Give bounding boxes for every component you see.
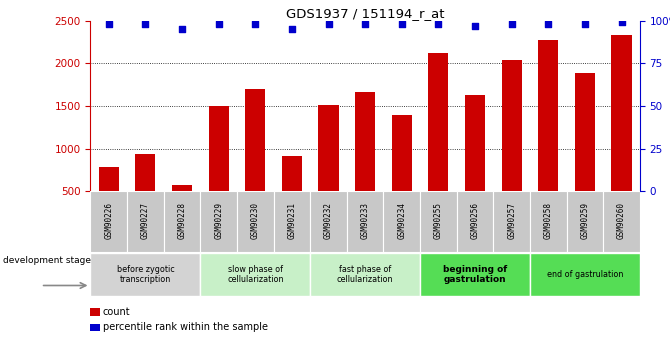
Point	[250, 21, 261, 27]
Point	[323, 21, 334, 27]
Text: GSM90229: GSM90229	[214, 202, 223, 239]
Text: GSM90259: GSM90259	[580, 202, 590, 239]
Text: GSM90226: GSM90226	[105, 202, 113, 239]
Bar	[90, 308, 100, 316]
Bar	[420, 253, 530, 296]
Bar	[538, 40, 558, 234]
Bar	[310, 253, 420, 296]
Point	[360, 21, 371, 27]
Bar	[90, 191, 127, 252]
Bar	[383, 191, 420, 252]
Bar	[420, 191, 457, 252]
Text: count: count	[103, 307, 130, 316]
Point	[433, 21, 444, 27]
Point	[177, 27, 188, 32]
Bar	[457, 191, 493, 252]
Bar	[318, 105, 338, 234]
Text: fast phase of
cellularization: fast phase of cellularization	[337, 265, 393, 284]
Bar	[530, 191, 567, 252]
Point	[543, 21, 553, 27]
Point	[616, 20, 627, 25]
Text: GSM90232: GSM90232	[324, 202, 333, 239]
Bar	[163, 191, 200, 252]
Bar	[465, 95, 485, 234]
Text: GSM90233: GSM90233	[360, 202, 370, 239]
Text: GSM90227: GSM90227	[141, 202, 150, 239]
Point	[103, 21, 114, 27]
Bar	[282, 156, 302, 234]
Point	[507, 21, 517, 27]
Title: GDS1937 / 151194_r_at: GDS1937 / 151194_r_at	[286, 7, 444, 20]
Point	[287, 27, 297, 32]
Point	[397, 21, 407, 27]
Bar	[428, 53, 448, 234]
Bar	[127, 191, 163, 252]
Text: GSM90234: GSM90234	[397, 202, 406, 239]
Text: development stage: development stage	[3, 256, 91, 265]
Text: end of gastrulation: end of gastrulation	[547, 270, 623, 279]
Bar	[98, 167, 119, 234]
Bar	[612, 35, 632, 234]
Bar	[273, 191, 310, 252]
Bar	[567, 191, 603, 252]
Bar	[208, 106, 228, 234]
Bar	[245, 89, 265, 234]
Bar	[603, 191, 640, 252]
Text: GSM90255: GSM90255	[434, 202, 443, 239]
Text: before zygotic
transcription: before zygotic transcription	[117, 265, 174, 284]
Bar	[502, 60, 522, 234]
Text: GSM90257: GSM90257	[507, 202, 516, 239]
Text: beginning of
gastrulation: beginning of gastrulation	[443, 265, 507, 284]
Bar	[200, 191, 237, 252]
Bar	[493, 191, 530, 252]
Text: GSM90258: GSM90258	[544, 202, 553, 239]
Text: GSM90260: GSM90260	[617, 202, 626, 239]
Text: percentile rank within the sample: percentile rank within the sample	[103, 322, 267, 332]
Bar	[90, 324, 100, 331]
Bar	[310, 191, 347, 252]
Point	[470, 23, 480, 29]
Bar	[355, 92, 375, 234]
Text: GSM90230: GSM90230	[251, 202, 260, 239]
Text: GSM90231: GSM90231	[287, 202, 296, 239]
Bar	[90, 253, 200, 296]
Point	[213, 21, 224, 27]
Bar	[200, 253, 310, 296]
Text: GSM90228: GSM90228	[178, 202, 186, 239]
Bar	[392, 115, 412, 234]
Bar	[347, 191, 383, 252]
Bar	[135, 154, 155, 234]
Point	[580, 21, 590, 27]
Bar	[172, 185, 192, 234]
Point	[140, 21, 151, 27]
Bar	[530, 253, 640, 296]
Bar	[575, 73, 595, 234]
Text: slow phase of
cellularization: slow phase of cellularization	[227, 265, 283, 284]
Bar	[237, 191, 273, 252]
Text: GSM90256: GSM90256	[470, 202, 480, 239]
